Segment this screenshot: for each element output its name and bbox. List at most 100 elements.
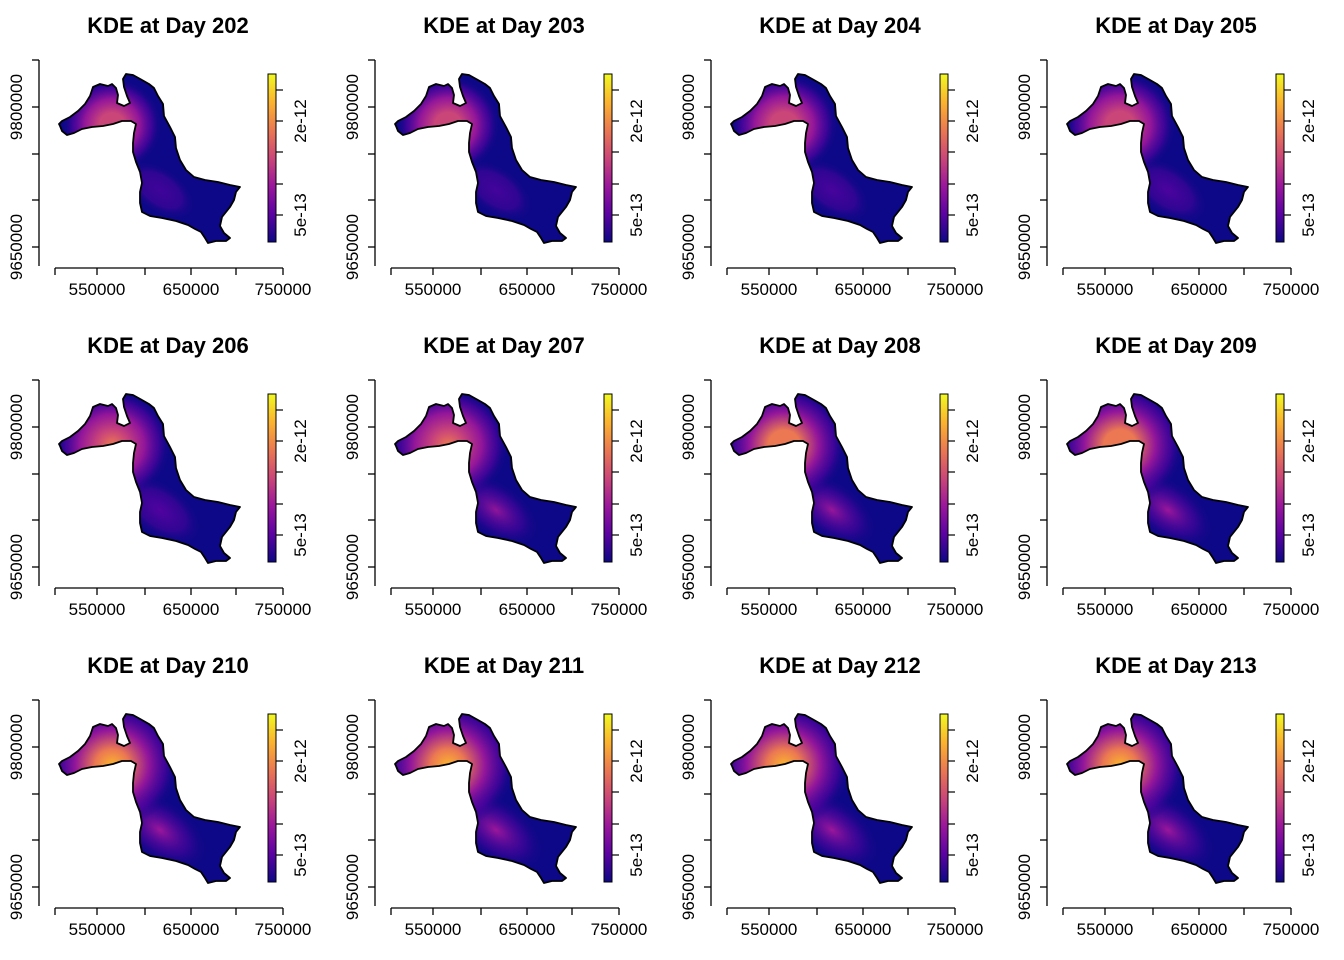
region-boundary [730,713,913,884]
legend-tick-label: 2e-12 [1299,419,1318,462]
x-tick-label: 650000 [835,920,892,939]
x-tick-label: 550000 [1077,920,1134,939]
x-tick-label: 750000 [255,280,312,299]
y-tick-label: 9800000 [343,714,362,780]
panel-title: KDE at Day 208 [759,333,921,358]
region-boundary [1066,713,1249,884]
legend-tick-label: 5e-13 [291,513,310,556]
lake-notch [117,95,130,106]
legend-tick-label: 2e-12 [963,419,982,462]
legend-colorbar [939,713,949,883]
kde-map-plot: 550000 650000 750000 9650000 9800000 2e-12 5e-… [7,59,312,299]
y-tick-label: 9800000 [343,74,362,140]
region-boundary [58,393,241,564]
y-tick-label: 9650000 [343,214,362,280]
x-tick-label: 550000 [1077,280,1134,299]
lake-notch [789,95,802,106]
region-boundary [394,393,577,564]
region-boundary [394,73,577,244]
x-tick-label: 750000 [591,600,648,619]
legend-tick-label: 5e-13 [291,193,310,236]
x-tick-label: 550000 [69,600,126,619]
density-surface [59,394,240,563]
x-tick-label: 650000 [1171,920,1228,939]
x-tick-label: 650000 [1171,280,1228,299]
density-surface [395,714,576,883]
x-tick-label: 650000 [835,600,892,619]
region-boundary [730,393,913,564]
panel-title: KDE at Day 207 [423,333,585,358]
region-boundary [58,713,241,884]
kde-panel: KDE at Day 210 550000 650000 750000 9650000 9… [0,640,336,960]
lake-notch [1125,735,1138,746]
kde-map-plot: 550000 650000 750000 9650000 9800000 2e-12 5e-… [343,379,648,619]
legend-colorbar [603,393,613,563]
x-tick-label: 650000 [163,280,220,299]
density-surface [731,714,912,883]
legend-colorbar [267,73,277,243]
x-tick-label: 750000 [1263,600,1320,619]
density-surface [395,394,576,563]
density-surface [395,74,576,243]
y-tick-label: 9650000 [1015,854,1034,920]
y-tick-label: 9800000 [7,394,26,460]
legend-colorbar [603,713,613,883]
x-tick-label: 650000 [499,280,556,299]
secondary-density [124,160,196,220]
panel-title: KDE at Day 212 [759,653,921,678]
legend-tick-label: 2e-12 [627,419,646,462]
panel-title: KDE at Day 211 [423,653,585,678]
region-boundary [1066,393,1249,564]
y-tick-label: 9650000 [7,214,26,280]
x-tick-label: 550000 [405,920,462,939]
panel-title: KDE at Day 209 [1095,333,1257,358]
lake-notch [117,735,130,746]
y-tick-label: 9650000 [679,214,698,280]
density-surface [1067,394,1248,563]
kde-map-plot: 550000 650000 750000 9650000 9800000 2e-12 5e-… [679,379,983,619]
kde-panel: KDE at Day 205 550000 650000 750000 9650000 9… [1008,0,1344,320]
region-boundary [730,73,913,244]
kde-map-plot: 550000 650000 750000 9650000 9800000 2e-12 5e-… [7,699,311,939]
kde-panel: KDE at Day 212 550000 650000 750000 9650000 9… [672,640,1008,960]
x-tick-label: 550000 [405,280,462,299]
panel-title: KDE at Day 204 [759,13,921,38]
x-tick-label: 750000 [1263,920,1320,939]
kde-panel: KDE at Day 206 550000 650000 750000 9650000 9… [0,320,336,640]
y-tick-label: 9650000 [1015,534,1034,600]
legend-tick-label: 5e-13 [1299,513,1318,556]
panel-title: KDE at Day 203 [423,13,585,38]
legend-tick-label: 2e-12 [627,99,646,142]
y-tick-label: 9650000 [7,854,26,920]
x-tick-label: 650000 [499,600,556,619]
legend-tick-label: 2e-12 [627,739,646,782]
legend-tick-label: 2e-12 [1299,99,1318,142]
kde-panel: KDE at Day 202 550000 650000 750000 9650000 9… [0,0,336,320]
kde-panel: KDE at Day 207 550000 650000 750000 9650000 9… [336,320,672,640]
legend-tick-label: 5e-13 [291,833,310,876]
x-tick-label: 650000 [1171,600,1228,619]
y-tick-label: 9650000 [679,534,698,600]
legend-colorbar [267,713,277,883]
y-tick-label: 9800000 [1015,714,1034,780]
legend-tick-label: 5e-13 [1299,833,1318,876]
lake-notch [453,95,466,106]
legend-tick-label: 2e-12 [963,739,982,782]
kde-panel: KDE at Day 211 550000 650000 750000 9650000 9… [336,640,672,960]
lake-notch [1125,415,1138,426]
legend-colorbar [1275,393,1285,563]
lake-notch [117,415,130,426]
y-tick-label: 9800000 [7,74,26,140]
y-tick-label: 9650000 [7,534,26,600]
y-tick-label: 9800000 [1015,394,1034,460]
lake-notch [789,735,802,746]
density-surface [59,74,240,243]
kde-panel: KDE at Day 213 550000 650000 750000 9650000 9… [1008,640,1344,960]
y-tick-label: 9800000 [679,74,698,140]
legend-tick-label: 2e-12 [1299,739,1318,782]
x-tick-label: 750000 [927,920,984,939]
density-surface [731,74,912,243]
density-surface [59,714,240,883]
x-tick-label: 550000 [405,600,462,619]
